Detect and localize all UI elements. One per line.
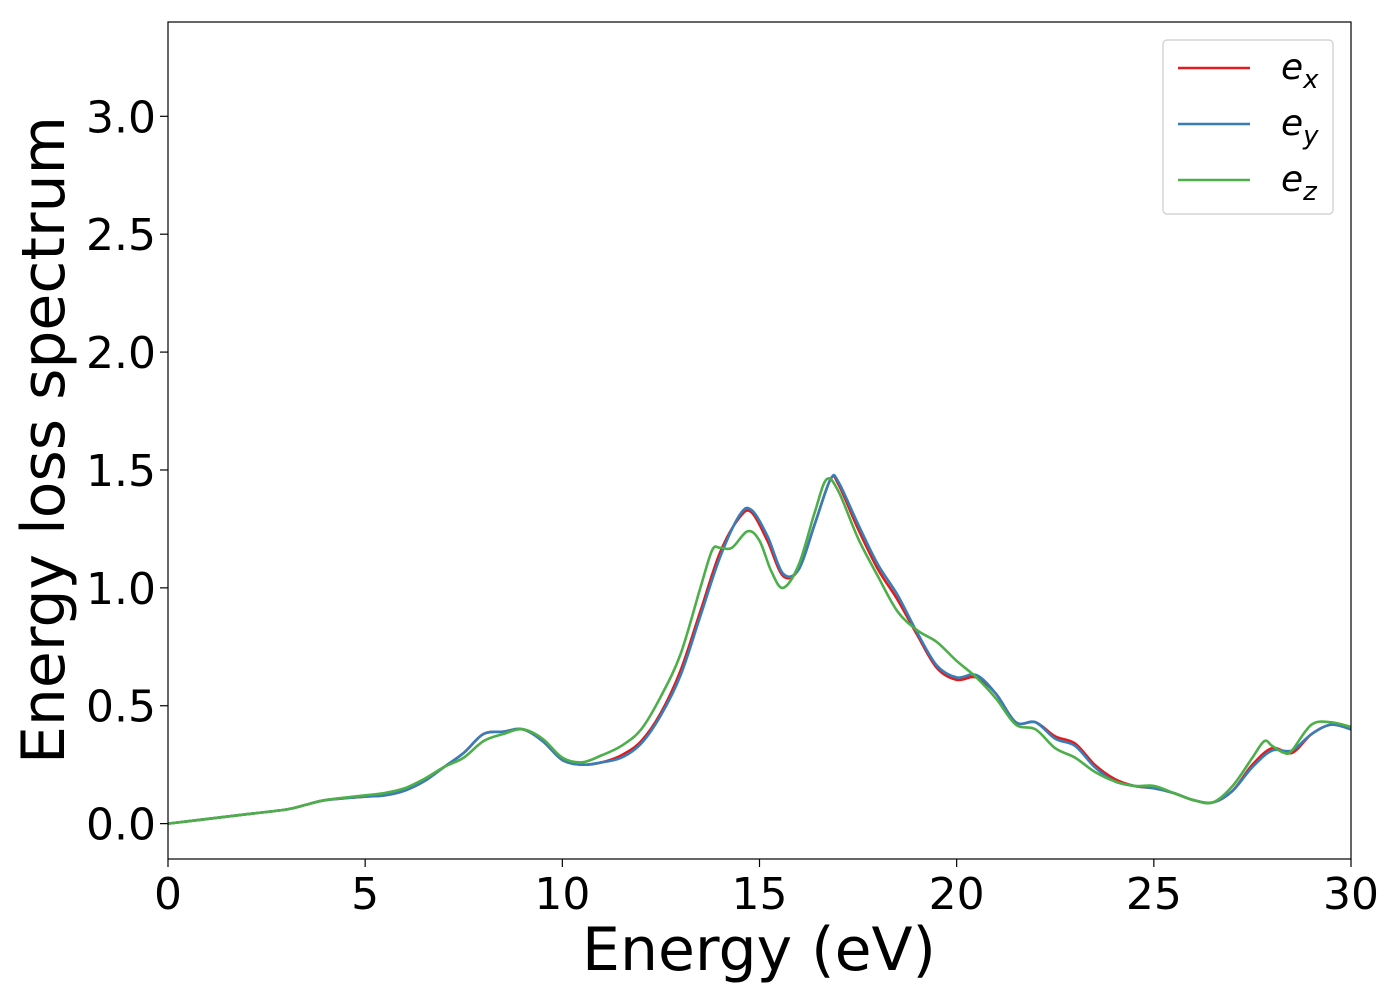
y-tick-label: 1.0 bbox=[86, 564, 156, 615]
x-axis-title: Energy (eV) bbox=[582, 915, 936, 985]
legend-box bbox=[1162, 39, 1334, 215]
x-tick-label: 0 bbox=[154, 869, 182, 920]
y-tick-label: 1.5 bbox=[86, 446, 156, 497]
x-axis: 0 5 10 15 20 25 30 bbox=[154, 859, 1379, 920]
x-tick-label: 10 bbox=[534, 869, 590, 920]
y-tick-label: 0.0 bbox=[86, 800, 156, 851]
series-layer bbox=[168, 473, 1351, 825]
x-tick-label: 5 bbox=[351, 869, 379, 920]
y-axis: 0.0 0.5 1.0 1.5 2.0 2.5 3.0 bbox=[86, 92, 168, 851]
x-tick-label: 25 bbox=[1126, 869, 1182, 920]
x-tick-label: 20 bbox=[929, 869, 985, 920]
x-tick-label: 15 bbox=[732, 869, 788, 920]
series-line-e-z bbox=[168, 477, 1351, 825]
x-tick-label: 30 bbox=[1323, 869, 1379, 920]
y-tick-label: 2.0 bbox=[86, 328, 156, 379]
y-tick-label: 3.0 bbox=[86, 92, 156, 143]
y-axis-title: Energy loss spectrum bbox=[9, 116, 79, 764]
y-tick-label: 2.5 bbox=[86, 210, 156, 261]
y-tick-label: 0.5 bbox=[86, 682, 156, 733]
